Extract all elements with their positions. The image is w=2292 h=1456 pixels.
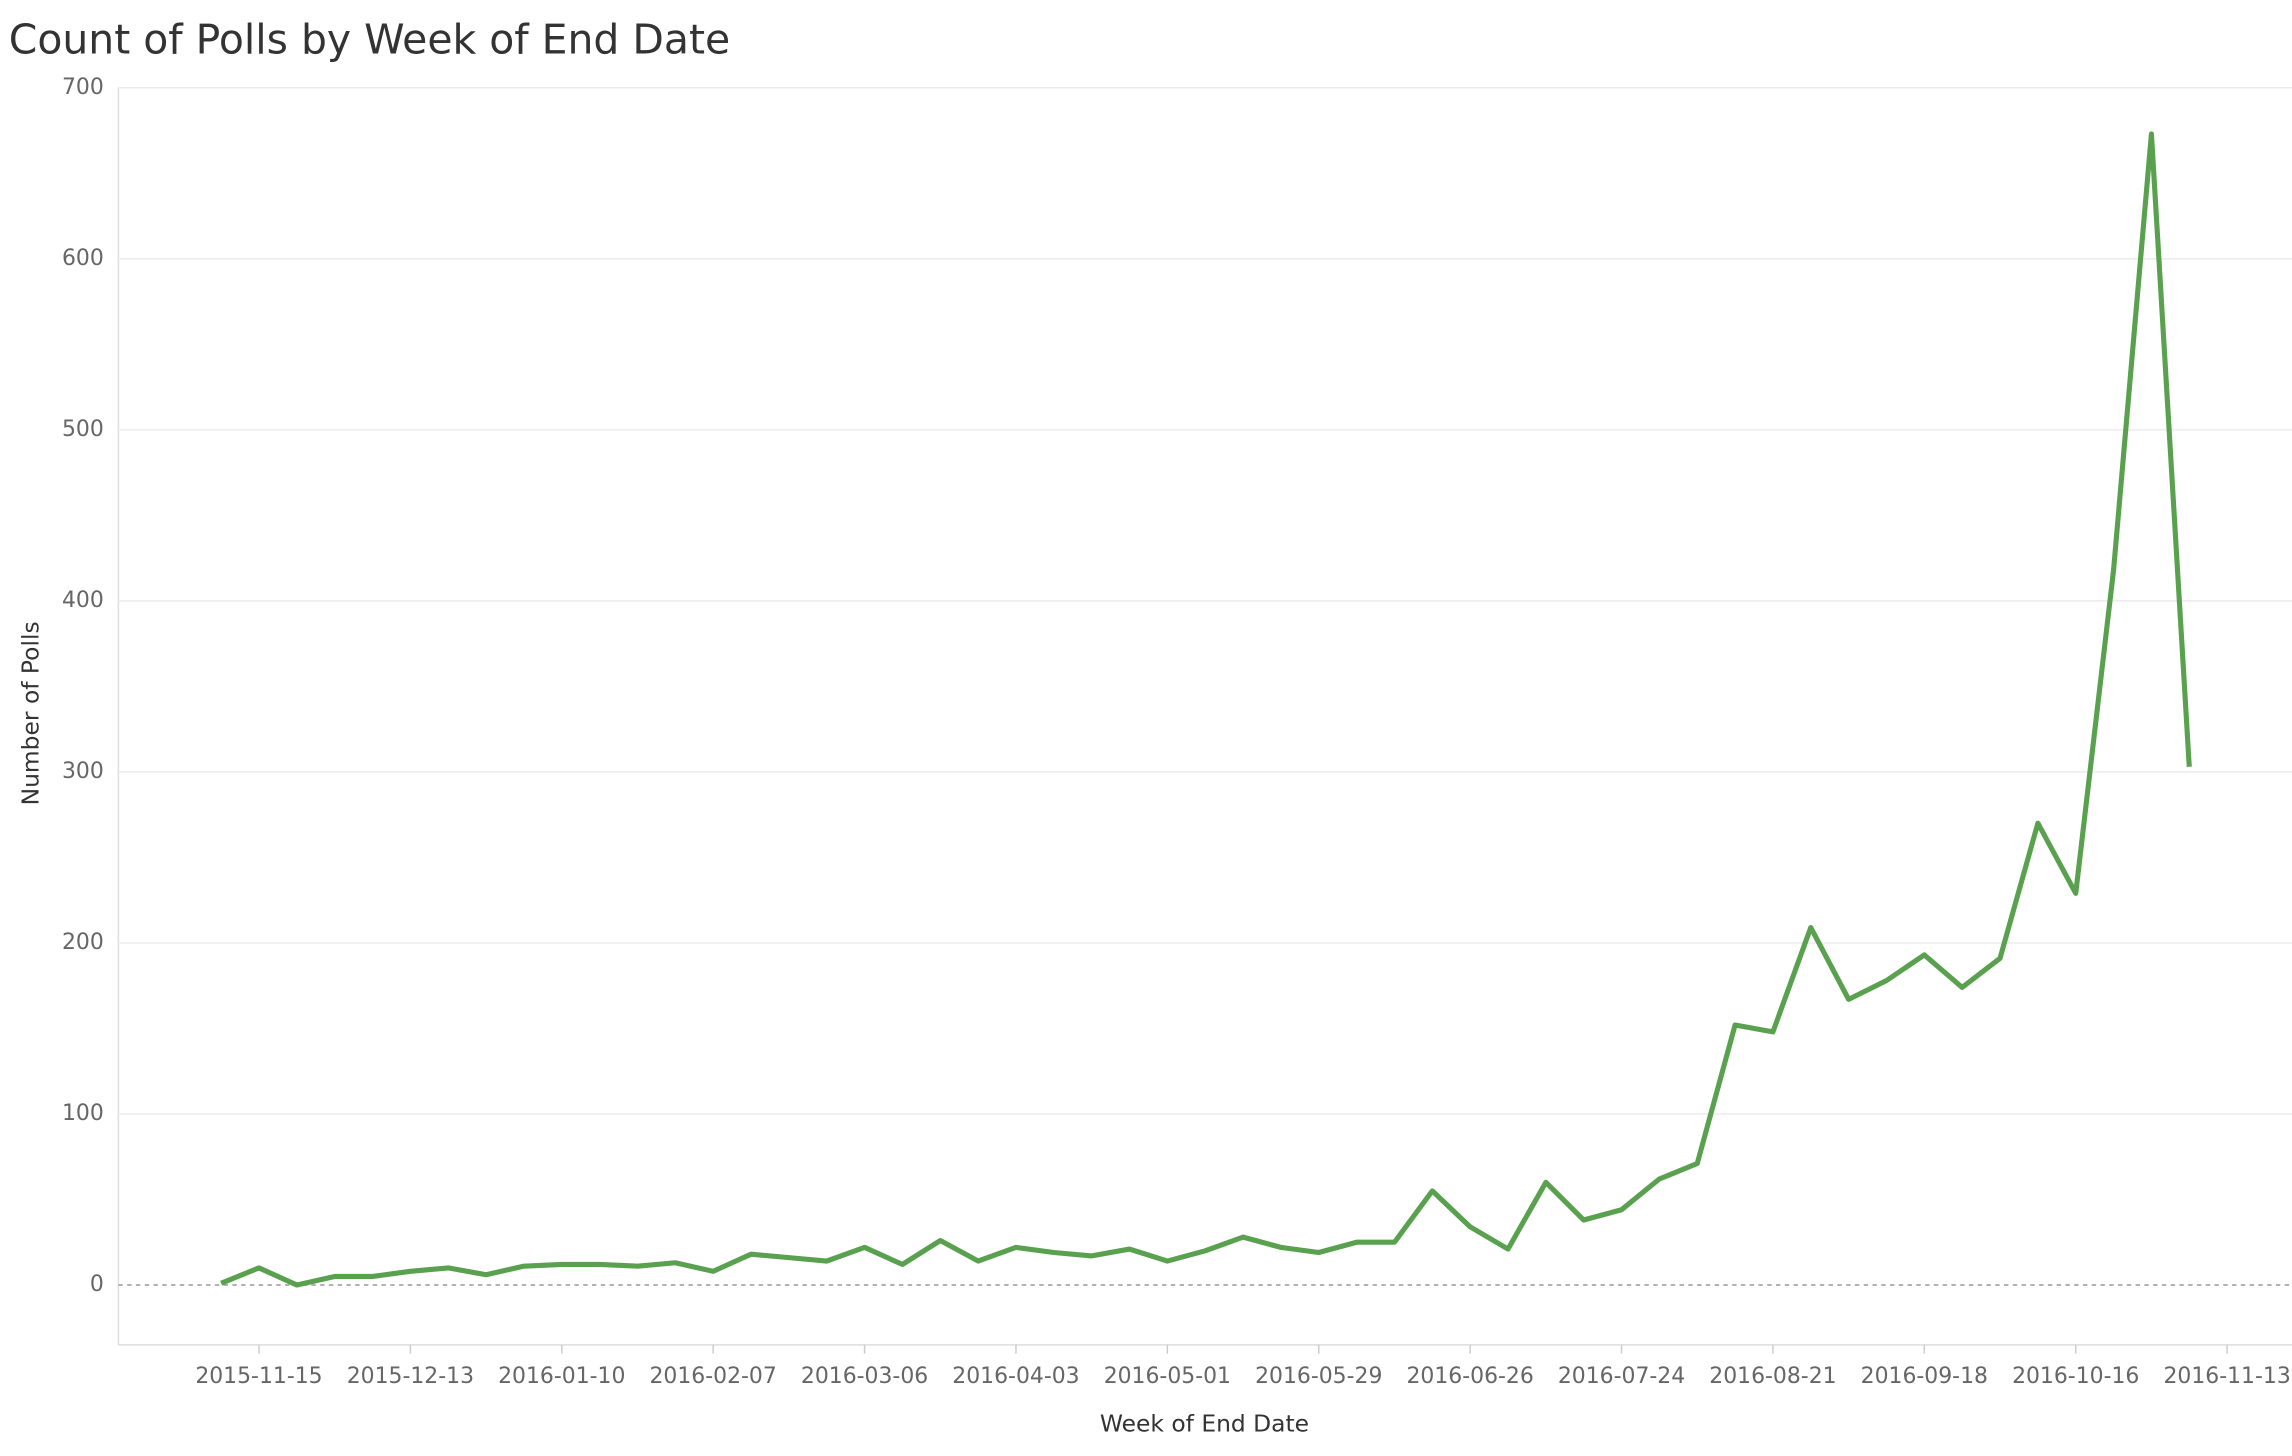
x-tick-label: 2016-01-10	[498, 1364, 625, 1389]
x-tick-label: 2015-12-13	[347, 1364, 474, 1389]
x-tick-label: 2016-10-16	[2012, 1364, 2139, 1389]
x-tick-label: 2016-08-21	[1709, 1364, 1836, 1389]
x-tick-label: 2016-06-26	[1406, 1364, 1533, 1389]
y-tick-label: 700	[62, 75, 104, 100]
y-tick-label: 600	[62, 246, 104, 271]
y-tick-label: 300	[62, 759, 104, 784]
y-axis-label: Number of Polls	[17, 621, 45, 805]
x-tick-label: 2016-02-07	[650, 1364, 777, 1389]
x-tick-label: 2016-05-29	[1255, 1364, 1382, 1389]
x-tick-label: 2015-11-15	[195, 1364, 322, 1389]
series-line	[220, 131, 2192, 1288]
y-tick-label: 200	[62, 930, 104, 955]
x-tick-label: 2016-04-03	[952, 1364, 1079, 1389]
x-tick-label: 2016-07-24	[1558, 1364, 1685, 1389]
x-tick-label: 2016-05-01	[1104, 1364, 1231, 1389]
x-axis-label: Week of End Date	[1100, 1410, 1309, 1438]
x-tick-label: 2016-09-18	[1861, 1364, 1988, 1389]
y-tick-label: 500	[62, 417, 104, 442]
y-tick-label: 0	[90, 1272, 104, 1297]
x-tick-label: 2016-11-13	[2163, 1364, 2290, 1389]
chart-title: Count of Polls by Week of End Date	[9, 15, 730, 63]
y-tick-label: 400	[62, 588, 104, 613]
y-tick-label: 100	[62, 1101, 104, 1126]
x-tick-label: 2016-03-06	[801, 1364, 928, 1389]
